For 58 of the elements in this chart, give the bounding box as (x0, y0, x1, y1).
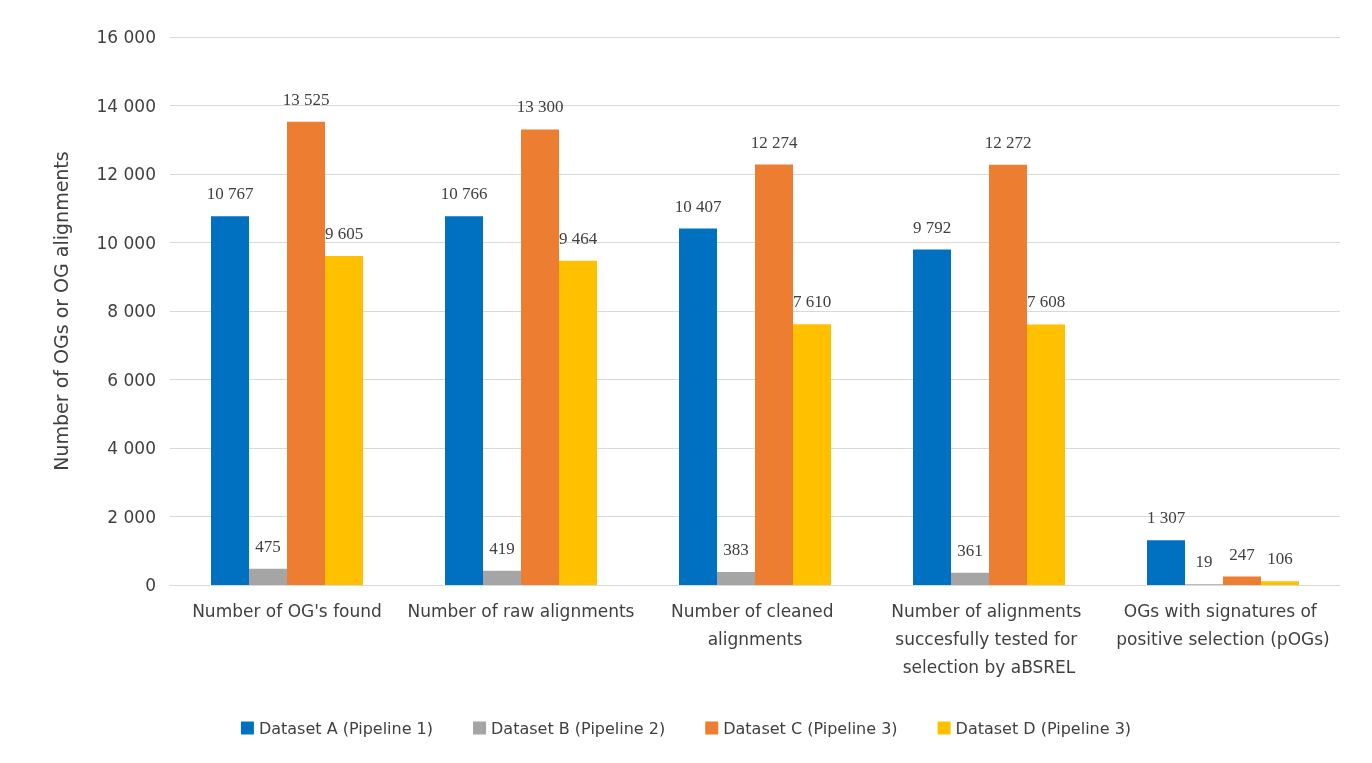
bar (445, 216, 483, 585)
data-label: 419 (489, 538, 515, 558)
data-label: 361 (957, 540, 983, 560)
data-label: 10 766 (440, 184, 488, 204)
data-label: 9 464 (558, 228, 598, 248)
data-label: 106 (1267, 549, 1293, 569)
data-label: 247 (1229, 544, 1256, 564)
legend-label: Dataset C (Pipeline 3) (723, 718, 898, 738)
bar (679, 228, 717, 585)
bar (211, 216, 249, 585)
bar (287, 121, 325, 585)
data-label: 1 307 (1146, 508, 1186, 528)
legend-label: Dataset B (Pipeline 2) (491, 718, 666, 738)
x-tick-label: Number of raw alignments (407, 601, 635, 621)
data-label: 12 274 (750, 132, 798, 152)
y-tick-label: 16 000 (96, 27, 156, 47)
bar (717, 571, 755, 585)
y-tick-label: 12 000 (96, 164, 156, 184)
data-label: 9 792 (912, 217, 952, 237)
data-label: 13 525 (282, 89, 330, 109)
data-label: 10 407 (674, 196, 722, 216)
y-tick-label: 4 000 (107, 438, 156, 458)
bar (1147, 540, 1185, 585)
data-label: 12 272 (984, 132, 1032, 152)
data-label: 13 300 (516, 97, 564, 117)
y-axis-title: Number of OGs or OG alignments (49, 151, 72, 471)
bar (1261, 581, 1299, 585)
bar (559, 260, 597, 585)
y-tick-label: 10 000 (96, 232, 156, 253)
bar (483, 570, 521, 585)
bar (755, 164, 793, 585)
data-label: 475 (255, 536, 281, 556)
x-tick-label: Number of OG's found (192, 601, 382, 621)
y-tick-label: 6 000 (107, 369, 156, 390)
y-tick-label: 14 000 (96, 95, 156, 116)
data-label: 9 605 (324, 224, 364, 244)
bar (793, 324, 831, 585)
data-label: 7 608 (1026, 292, 1066, 312)
data-label: 19 (1195, 552, 1213, 572)
bar (913, 249, 951, 585)
bar (1223, 576, 1261, 585)
bar (1027, 324, 1065, 585)
x-tick-label: Number of cleaned alignments (671, 601, 839, 649)
bar (989, 164, 1027, 585)
bar (249, 568, 287, 585)
x-tick-label: Number of alignments succesfully tested for selection by aBSREL (891, 601, 1087, 677)
data-label: 10 767 (206, 184, 254, 204)
bar (521, 129, 559, 585)
y-tick-label: 2 000 (107, 506, 156, 527)
data-label: 7 610 (792, 292, 832, 312)
y-tick-label: 0 (145, 575, 156, 595)
bar (951, 572, 989, 585)
legend-label: Dataset D (Pipeline 3) (955, 718, 1132, 738)
y-tick-label: 8 000 (107, 301, 156, 321)
x-tick-label: OGs with signatures of positive selection (pOGs) (1116, 601, 1330, 649)
data-label: 383 (723, 539, 749, 559)
legend-label: Dataset A (Pipeline 1) (258, 718, 434, 738)
bar (325, 256, 363, 585)
